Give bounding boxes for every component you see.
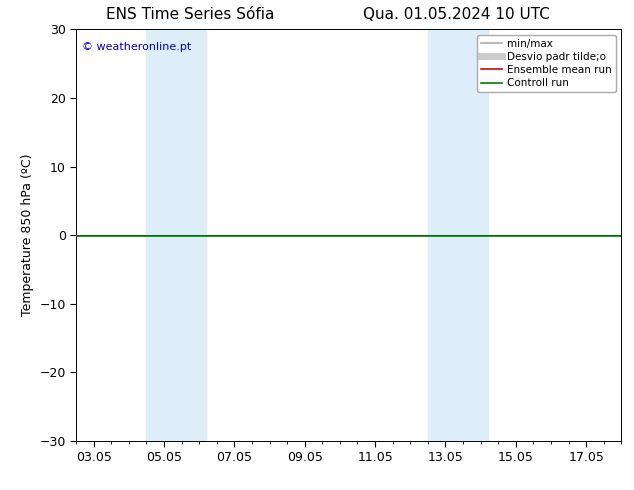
Legend: min/max, Desvio padr tilde;o, Ensemble mean run, Controll run: min/max, Desvio padr tilde;o, Ensemble m… [477,35,616,92]
Text: ENS Time Series Sófia: ENS Time Series Sófia [106,7,275,23]
Text: © weatheronline.pt: © weatheronline.pt [82,42,191,52]
Bar [146,29,206,441]
Y-axis label: Temperature 850 hPa (ºC): Temperature 850 hPa (ºC) [21,154,34,317]
Bar [428,29,488,441]
Text: Qua. 01.05.2024 10 UTC: Qua. 01.05.2024 10 UTC [363,7,550,23]
